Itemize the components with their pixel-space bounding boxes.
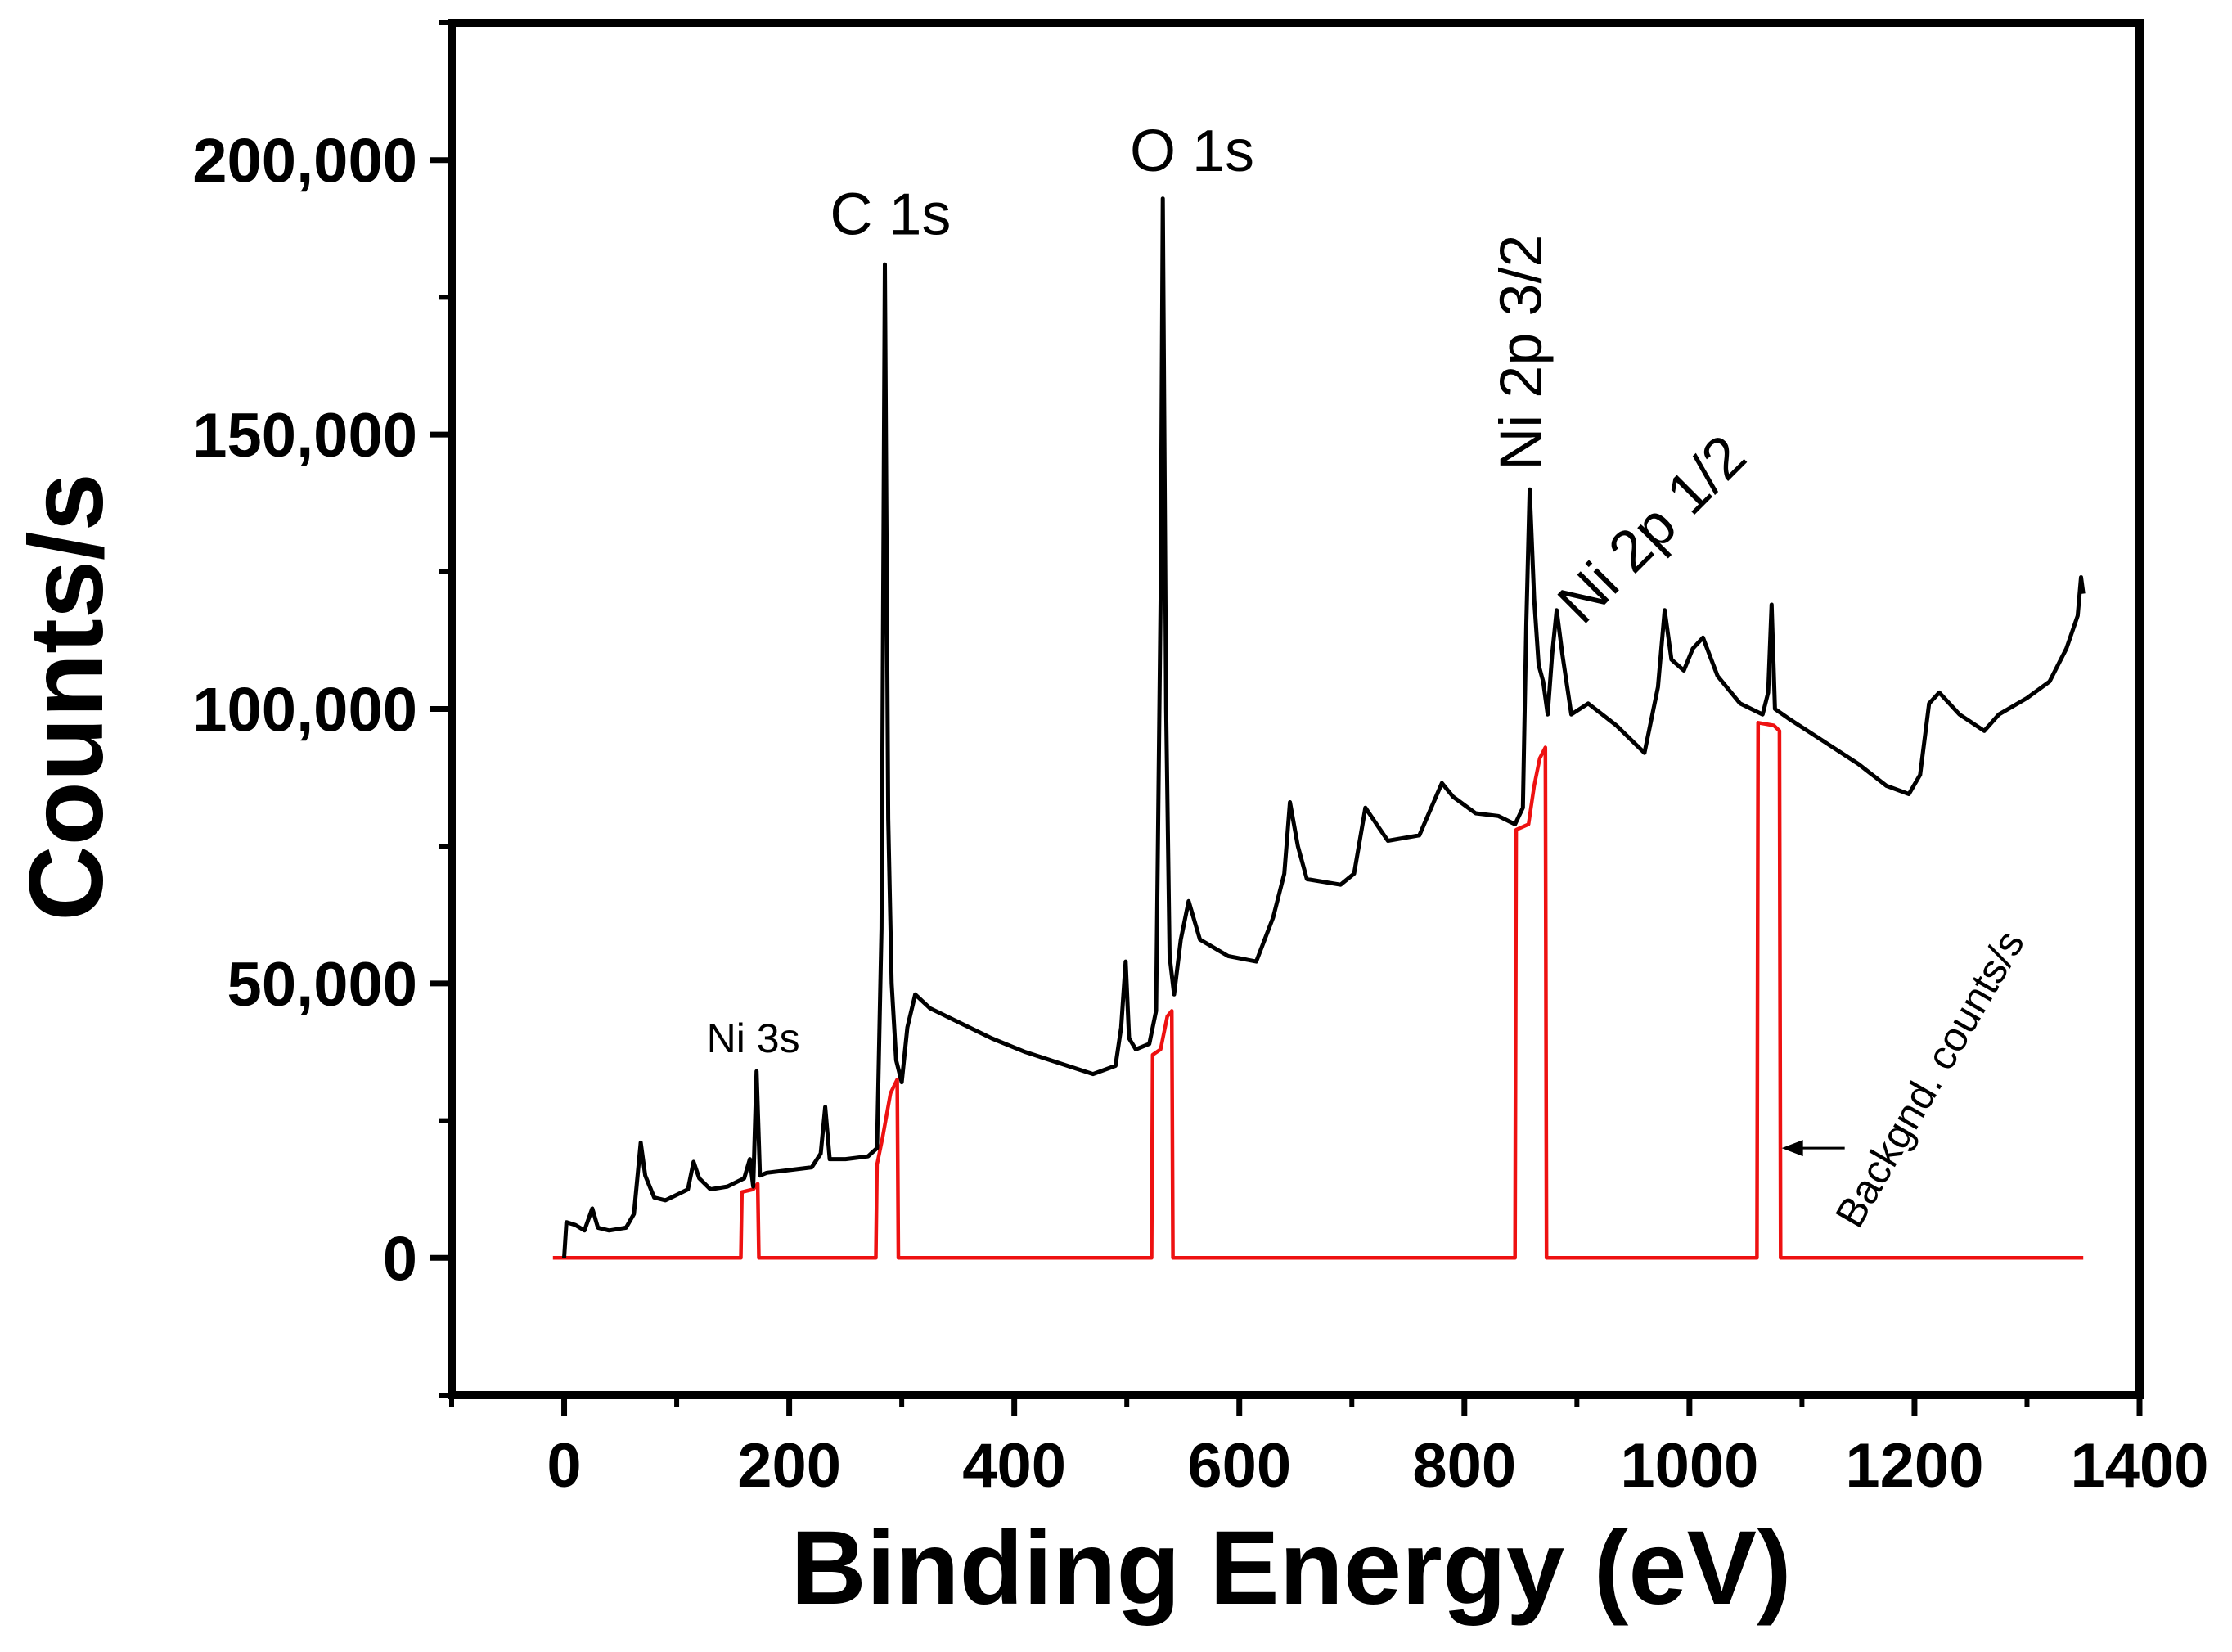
y-axis-ticks: 0 50,000 100,000 150,000 200,000	[192, 20, 452, 1398]
x-tick-label: 200	[737, 1431, 841, 1501]
y-tick-label: 0	[383, 1224, 417, 1294]
y-tick-label: 100,000	[192, 676, 417, 745]
x-tick-label: 400	[962, 1431, 1066, 1501]
spectrum-curve-layer	[562, 196, 2086, 1258]
y-tick-label: 150,000	[192, 401, 417, 470]
annotation-arrow-head	[1781, 1140, 1803, 1157]
y-tick-label: 200,000	[192, 127, 417, 196]
x-tick-label: 800	[1412, 1431, 1516, 1501]
annotation-ni-2p-3-2: Ni 2p 3/2	[1488, 235, 1554, 470]
x-tick-label: 1000	[1620, 1431, 1758, 1501]
annotation-o-1s: O 1s	[1130, 119, 1254, 184]
annotation-ni-2p-1-2: Ni 2p 1/2	[1546, 423, 1758, 636]
annotation-backgnd-counts-s: Backgnd. counts/s	[1826, 922, 2033, 1235]
x-axis-ticks: 0 200 400 600 800 1000 1200 1400	[449, 1395, 2209, 1501]
x-tick-label: 1400	[2070, 1431, 2208, 1501]
annotation-ni-3s: Ni 3s	[707, 1015, 800, 1061]
peak-annotations: C 1s O 1s Ni 2p 3/2Ni 2p 1/2 Ni 3s Backgnd. …	[707, 119, 2033, 1235]
x-axis-title: Binding Energy (eV)	[790, 1510, 1791, 1627]
x-tick-label: 1200	[1845, 1431, 1983, 1501]
spectrum-line	[562, 196, 2086, 1258]
x-tick-label: 0	[547, 1431, 581, 1501]
x-tick-label: 600	[1187, 1431, 1291, 1501]
annotation-c-1s: C 1s	[830, 182, 951, 247]
background-line	[552, 721, 2084, 1260]
y-tick-label: 50,000	[227, 950, 417, 1020]
y-axis-title: Counts/s	[8, 473, 125, 921]
background-curve-layer	[552, 721, 2084, 1260]
